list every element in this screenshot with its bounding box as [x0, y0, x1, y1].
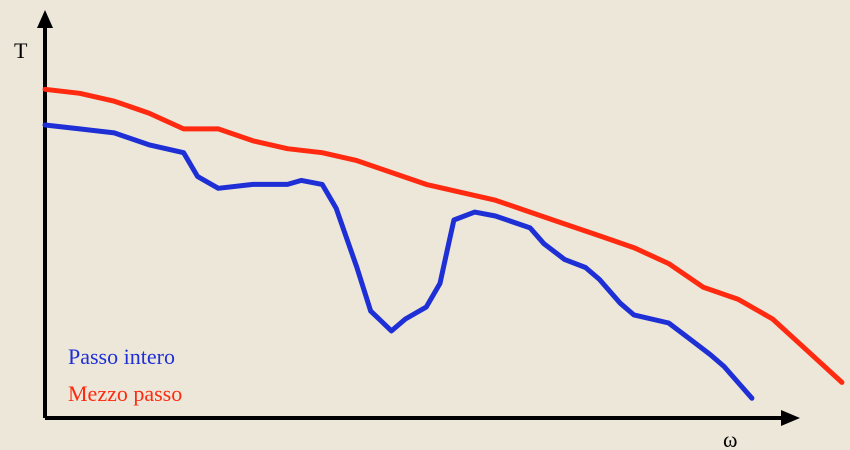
legend-item-passo-intero: Passo intero: [68, 344, 175, 369]
series-line-passo-intero: [42, 122, 755, 401]
x-axis-arrowhead: [781, 410, 800, 426]
series-line-mezzo-passo: [42, 86, 845, 385]
y-axis-label: T: [14, 38, 28, 63]
legend-item-mezzo-passo: Mezzo passo: [68, 381, 182, 406]
x-axis-label: ω: [723, 427, 737, 450]
y-axis-arrowhead: [37, 10, 53, 28]
series-layer: [42, 86, 845, 401]
